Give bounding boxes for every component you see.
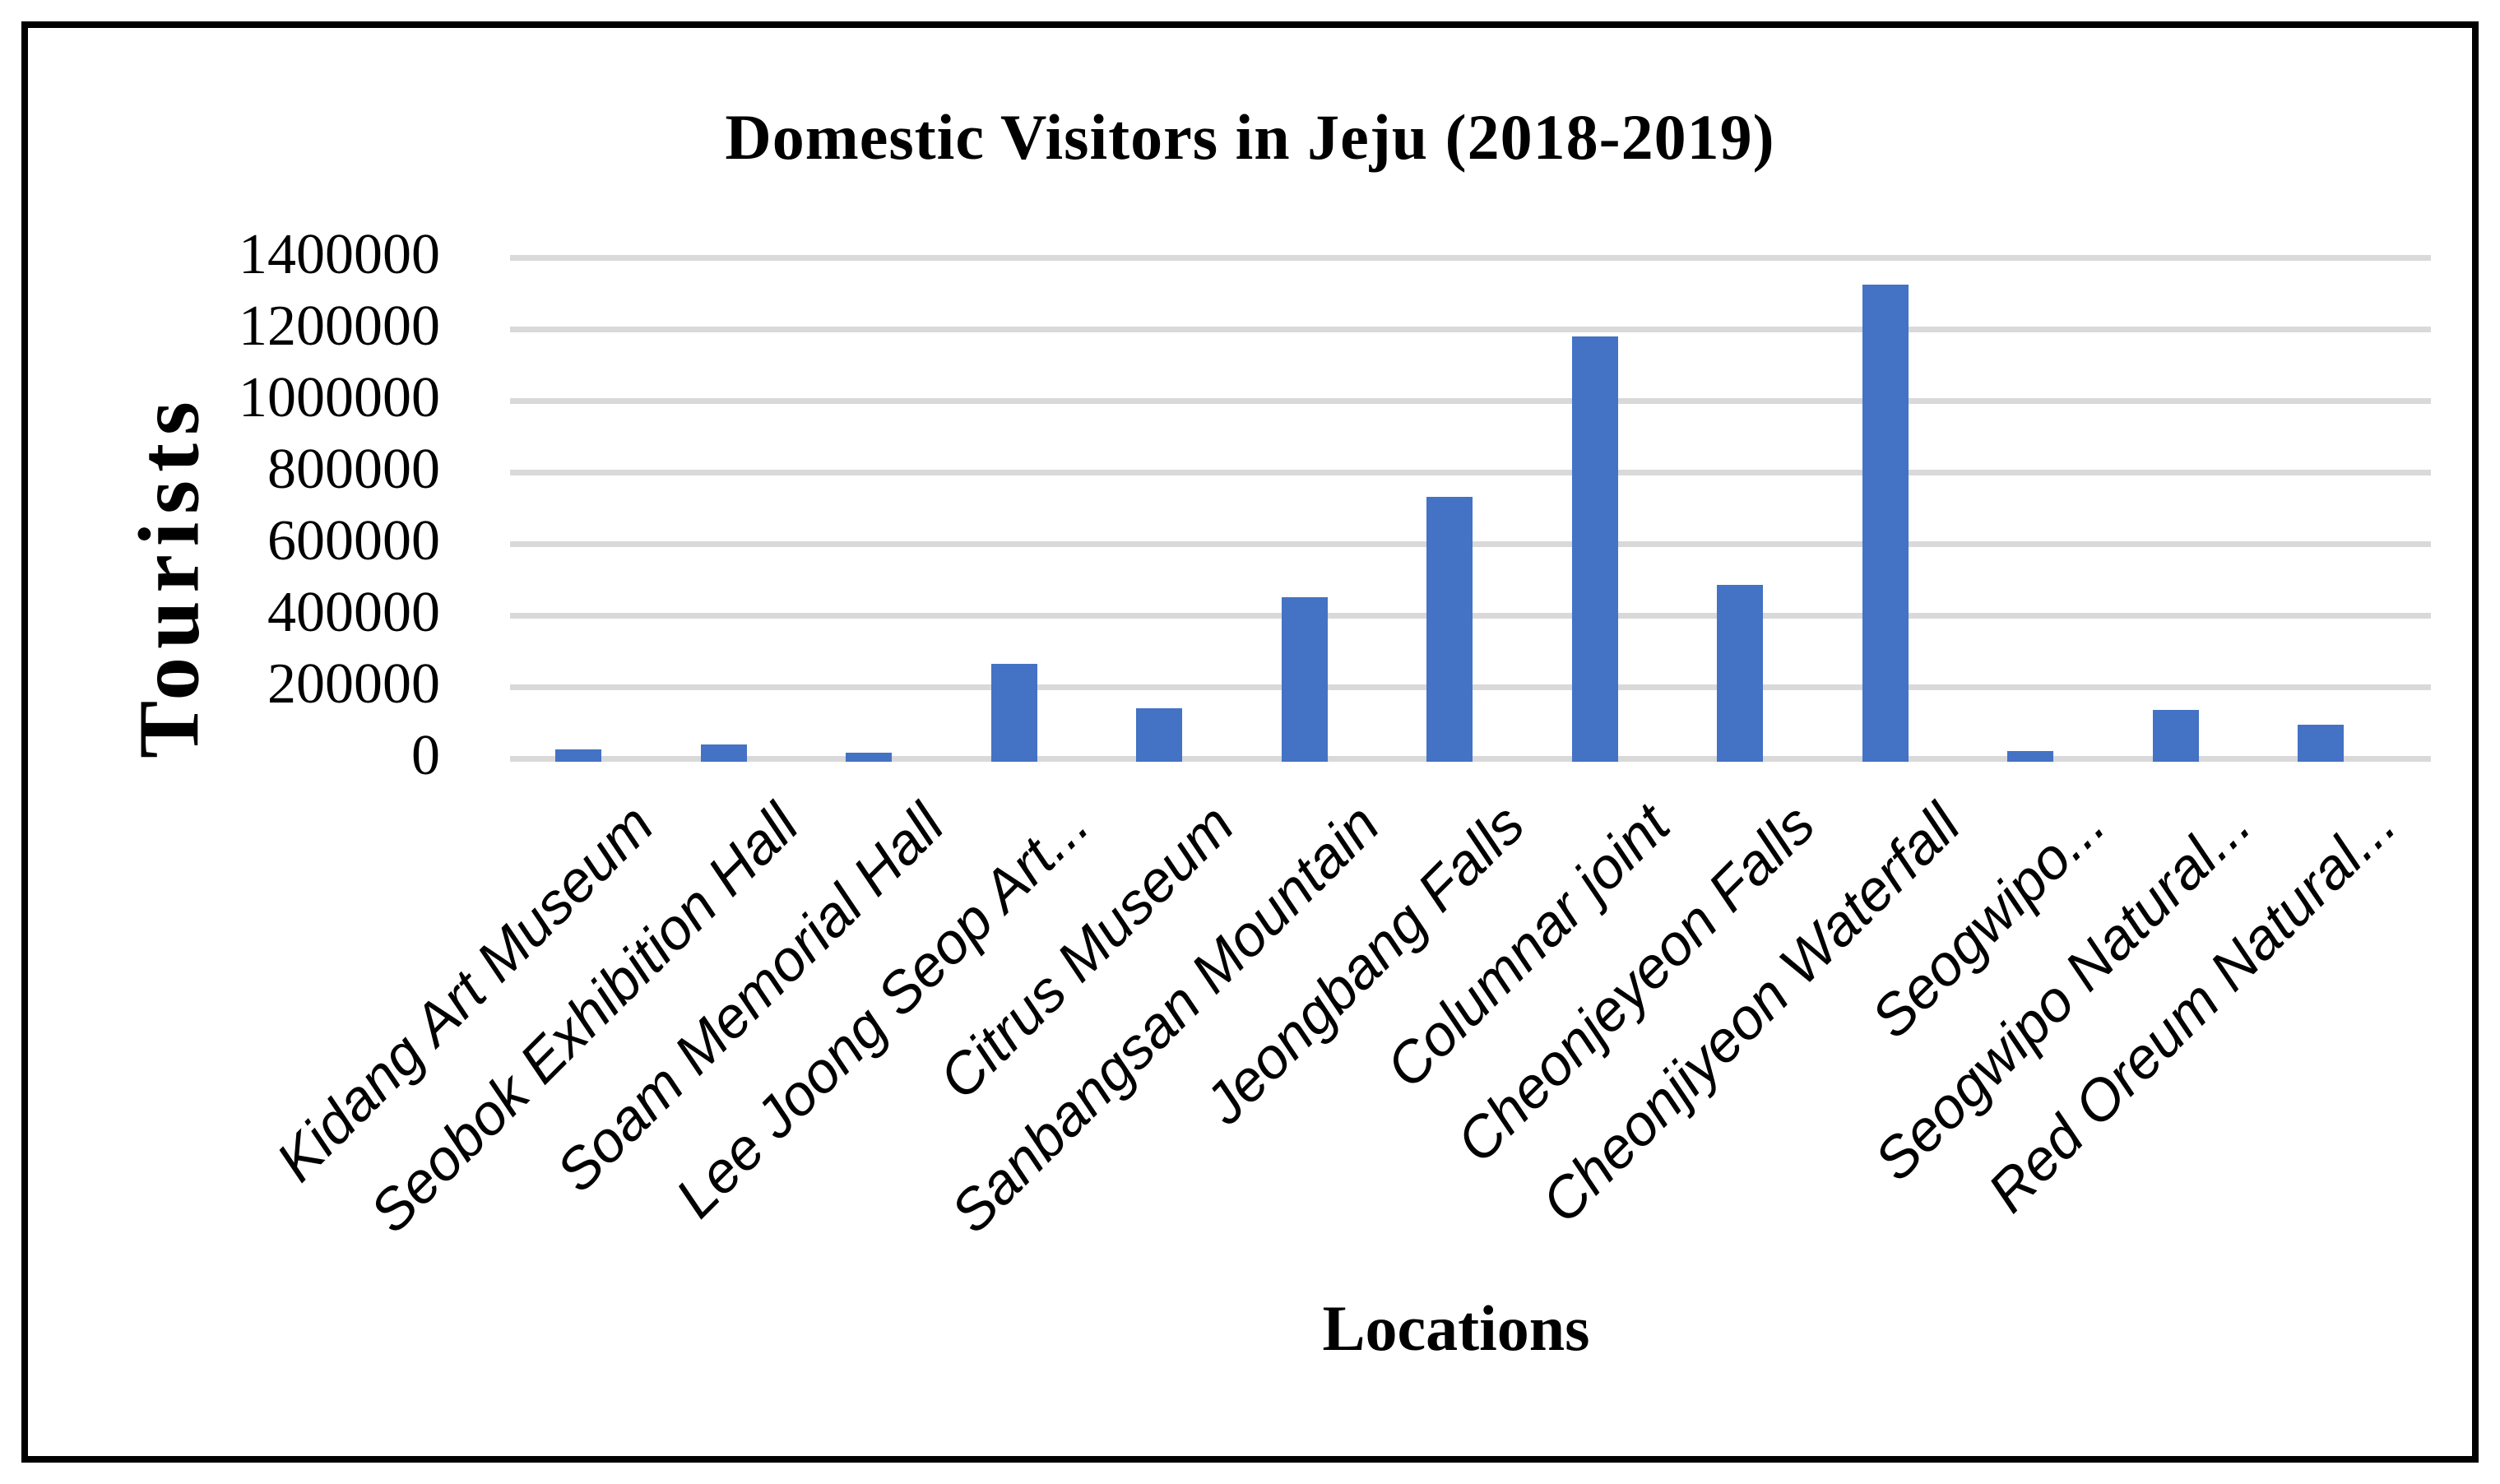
y-axis-tick-label: 800000 [267,437,440,501]
y-axis-tick-label: 600000 [267,508,440,573]
gridline [510,327,2431,332]
bar-seogwipo-natural [2152,710,2199,762]
bar-kidang-art-museum [555,749,601,762]
bar-cheonjeyeon-falls [1717,585,1763,762]
chart-title: Domestic Visitors in Jeju (2018-2019) [725,101,1775,173]
y-axis-tick-label: 1000000 [239,365,440,429]
figure-border [21,21,2479,1463]
y-axis-tick-label: 200000 [267,652,440,716]
bar-columnar-joint [1571,336,1618,762]
bar-seogwipo [2007,751,2053,762]
bar-sanbangsan-mountain [1281,597,1328,762]
y-axis-tick-label: 400000 [267,580,440,644]
y-axis-tick-label: 0 [411,723,440,787]
x-axis-title: Locations [1322,1292,1590,1364]
bar-citrus-museum [1136,708,1182,762]
gridline [510,255,2431,261]
bar-red-oreum-natural [2298,724,2344,762]
gridline [510,398,2431,404]
y-axis-tick-label: 1200000 [239,294,440,358]
y-axis-tick-label: 1400000 [239,222,440,286]
bar-seobok-exhibition-hall [700,744,747,762]
bar-soam-memorial-hall [846,753,892,762]
gridline [510,470,2431,475]
bar-cheonjiyeon-waterfall [1862,284,1909,762]
bar-lee-joong-seop-art [990,663,1037,762]
bar-jeongbang-falls [1426,497,1473,762]
